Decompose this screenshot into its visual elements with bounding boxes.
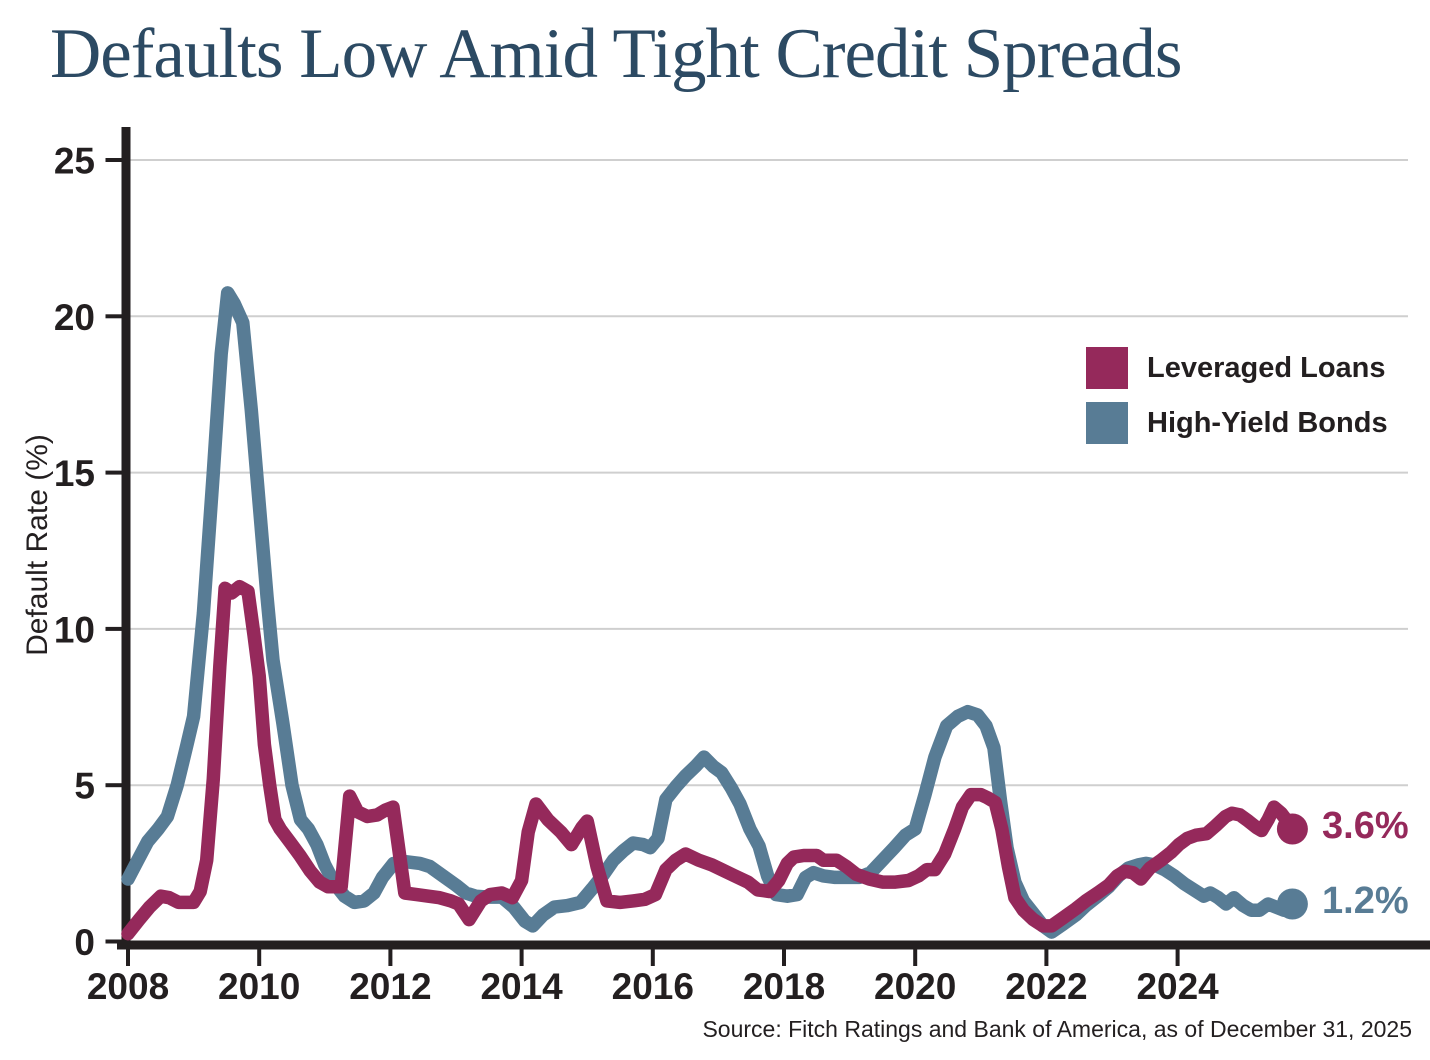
legend-item-high-yield-bonds: High-Yield Bonds xyxy=(1086,402,1388,444)
x-tick-2018 xyxy=(782,949,786,966)
y-tick-label-5: 5 xyxy=(74,766,95,807)
x-tick-label-2024: 2024 xyxy=(1136,966,1219,1007)
x-tick-label-2018: 2018 xyxy=(743,966,825,1007)
y-axis-title: Default Rate (%) xyxy=(21,434,54,656)
x-tick-label-2022: 2022 xyxy=(1005,966,1087,1007)
x-tick-2014 xyxy=(519,949,524,966)
x-tick-label-2012: 2012 xyxy=(349,966,431,1007)
legend-item-leveraged-loans: Leveraged Loans xyxy=(1086,347,1388,389)
y-tick-label-15: 15 xyxy=(54,453,95,494)
legend-label-leveraged-loans: Leveraged Loans xyxy=(1147,351,1386,384)
legend-swatch-high-yield-bonds xyxy=(1086,402,1128,444)
line-leveraged-loans xyxy=(121,579,1300,941)
x-tick-2010 xyxy=(257,949,262,966)
y-tick-25 xyxy=(105,158,122,162)
y-tick-label-25: 25 xyxy=(54,141,95,182)
y-tick-20 xyxy=(105,314,122,319)
x-tick-label-2014: 2014 xyxy=(480,966,563,1007)
source-note: Source: Fitch Ratings and Bank of Americ… xyxy=(702,1016,1412,1042)
x-tick-2008 xyxy=(126,949,130,966)
x-tick-label-2020: 2020 xyxy=(874,966,956,1007)
y-axis-line xyxy=(121,127,131,950)
y-tick-label-10: 10 xyxy=(54,609,95,650)
y-tick-5 xyxy=(105,783,122,788)
x-axis-line xyxy=(117,940,1430,950)
x-tick-2022 xyxy=(1044,949,1049,966)
end-label-leveraged-loans: 3.6% xyxy=(1322,804,1409,847)
end-dot-leveraged-loans xyxy=(1276,813,1308,845)
y-tick-10 xyxy=(105,626,122,631)
y-tick-label-0: 0 xyxy=(74,922,95,963)
x-tick-label-2008: 2008 xyxy=(87,966,169,1007)
end-label-high-yield-bonds: 1.2% xyxy=(1322,879,1409,922)
x-tick-2024 xyxy=(1175,949,1180,966)
chart-title: Defaults Low Amid Tight Credit Spreads xyxy=(50,15,1183,93)
x-tick-label-2010: 2010 xyxy=(218,966,300,1007)
x-tick-2020 xyxy=(913,949,918,966)
x-tick-2016 xyxy=(650,949,655,966)
y-tick-0 xyxy=(105,939,122,944)
y-tick-label-20: 20 xyxy=(54,297,95,338)
x-tick-label-2016: 2016 xyxy=(612,966,694,1007)
legend: Leveraged Loans High-Yield Bonds xyxy=(1086,347,1388,457)
y-tick-15 xyxy=(105,470,122,475)
legend-label-high-yield-bonds: High-Yield Bonds xyxy=(1147,406,1388,439)
x-tick-2012 xyxy=(388,949,393,966)
end-dot-high-yield-bonds xyxy=(1276,888,1308,920)
legend-swatch-leveraged-loans xyxy=(1086,347,1128,389)
